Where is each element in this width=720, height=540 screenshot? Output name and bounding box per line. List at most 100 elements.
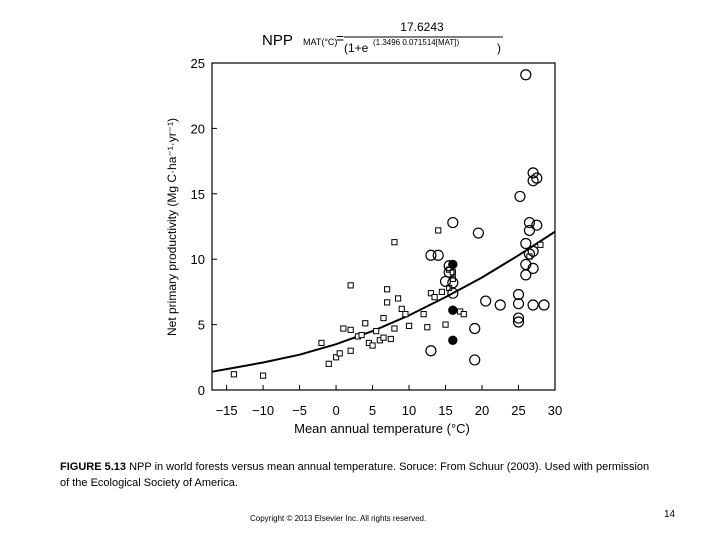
x-tick-label: 5 xyxy=(369,403,376,418)
x-tick-label: 30 xyxy=(548,403,562,418)
square-point xyxy=(391,325,398,332)
y-axis-label: Net primary productivity (Mg C·ha⁻¹·yr⁻¹… xyxy=(165,118,179,336)
square-point xyxy=(394,295,402,302)
square-point xyxy=(347,282,354,289)
formula-denominator-close: ) xyxy=(497,41,501,55)
square-point xyxy=(384,299,391,306)
filled-circle-point xyxy=(448,335,458,345)
circle-point xyxy=(527,175,539,187)
circle-point xyxy=(531,172,543,184)
circle-point xyxy=(527,299,539,311)
square-point xyxy=(387,335,394,343)
x-axis-label: Mean annual temperature (°C) xyxy=(294,421,470,436)
circle-point xyxy=(512,312,525,324)
x-axis-ticks: −15 −10 −5 0 5 10 15 20 25 30 xyxy=(216,385,562,418)
figure-caption-text: NPP in world forests versus mean annual … xyxy=(60,461,650,489)
circle-point xyxy=(512,298,525,310)
x-tick-label: 15 xyxy=(438,403,452,418)
square-point xyxy=(405,322,413,330)
square-point xyxy=(402,311,409,318)
square-point xyxy=(460,311,467,318)
y-tick-label: 20 xyxy=(191,121,205,136)
circle-point xyxy=(447,216,459,229)
formula: NPP MAT(°C) = 17.6243 (1+e (1.3496 0.071… xyxy=(262,20,503,55)
formula-equals: = xyxy=(336,30,344,46)
y-tick-label: 0 xyxy=(198,383,205,398)
x-tick-label: −10 xyxy=(252,403,274,418)
x-tick-label: 25 xyxy=(511,403,525,418)
circle-point xyxy=(494,299,506,311)
square-point xyxy=(362,320,369,327)
y-tick-label: 5 xyxy=(198,318,205,333)
y-axis-ticks: 0 5 10 15 20 25 xyxy=(191,56,217,398)
copyright-notice: Copyright © 2013 Elsevier Inc. All right… xyxy=(250,514,427,523)
circle-point xyxy=(439,275,452,288)
circle-point xyxy=(523,216,536,229)
filled-circle-point xyxy=(448,305,458,315)
plot-frame xyxy=(211,62,556,391)
formula-lhs: NPP xyxy=(262,32,293,49)
square-point xyxy=(420,311,427,318)
square-point xyxy=(358,331,365,339)
square-point xyxy=(230,371,237,378)
x-tick-label: 20 xyxy=(475,403,489,418)
square-point xyxy=(431,294,438,301)
circle-point xyxy=(480,295,492,307)
circle-point xyxy=(469,322,481,335)
square-point xyxy=(332,354,340,361)
scatter-chart: NPP MAT(°C) = 17.6243 (1+e (1.3496 0.071… xyxy=(165,20,562,436)
circle-point xyxy=(527,262,539,274)
formula-numerator: 17.6243 xyxy=(400,20,444,34)
circle-point xyxy=(425,249,437,261)
square-point xyxy=(347,347,354,354)
circle-point xyxy=(523,248,536,260)
formula-denominator-base: (1+e xyxy=(344,41,369,55)
square-point xyxy=(369,342,376,349)
circle-point xyxy=(425,345,437,357)
square-point xyxy=(435,227,442,234)
filled-circle-point xyxy=(448,259,458,270)
circle-point xyxy=(512,316,525,328)
x-tick-label: −5 xyxy=(292,403,307,418)
regression-curve xyxy=(211,230,556,373)
circle-point xyxy=(432,249,444,261)
circle-point xyxy=(520,237,532,250)
square-point xyxy=(373,328,380,335)
circle-point xyxy=(514,190,526,203)
square-point xyxy=(325,360,332,367)
square-point xyxy=(380,334,387,341)
y-tick-label: 15 xyxy=(191,187,205,202)
circle-point xyxy=(527,245,539,257)
figure-caption: FIGURE 5.13 NPP in world forests versus … xyxy=(60,459,660,491)
square-point xyxy=(347,326,354,333)
square-point xyxy=(336,350,343,357)
square-point xyxy=(537,241,544,248)
data-points xyxy=(230,69,550,379)
circle-point xyxy=(523,224,536,237)
circle-point xyxy=(472,227,484,239)
y-tick-label: 10 xyxy=(191,252,205,267)
x-tick-label: 10 xyxy=(402,403,416,418)
circle-point xyxy=(531,219,543,231)
square-point xyxy=(427,290,435,297)
square-point xyxy=(318,339,325,347)
formula-exponent: (1.3496 0.071514[MAT]) xyxy=(373,38,459,47)
circle-point xyxy=(538,299,550,311)
page-number: 14 xyxy=(664,509,676,520)
square-point xyxy=(391,239,398,246)
square-point xyxy=(438,288,445,295)
square-point xyxy=(259,372,267,379)
x-tick-label: 0 xyxy=(332,403,339,418)
x-tick-label: −15 xyxy=(216,403,238,418)
circle-point xyxy=(469,354,481,366)
circle-point xyxy=(520,69,532,81)
square-point xyxy=(442,321,449,328)
square-point xyxy=(340,325,347,332)
square-point xyxy=(380,314,387,322)
square-point xyxy=(384,286,391,293)
y-tick-label: 25 xyxy=(191,56,205,71)
square-point xyxy=(398,305,405,313)
circle-point xyxy=(520,269,532,281)
formula-lhs-subscript: MAT(°C) xyxy=(303,37,337,47)
